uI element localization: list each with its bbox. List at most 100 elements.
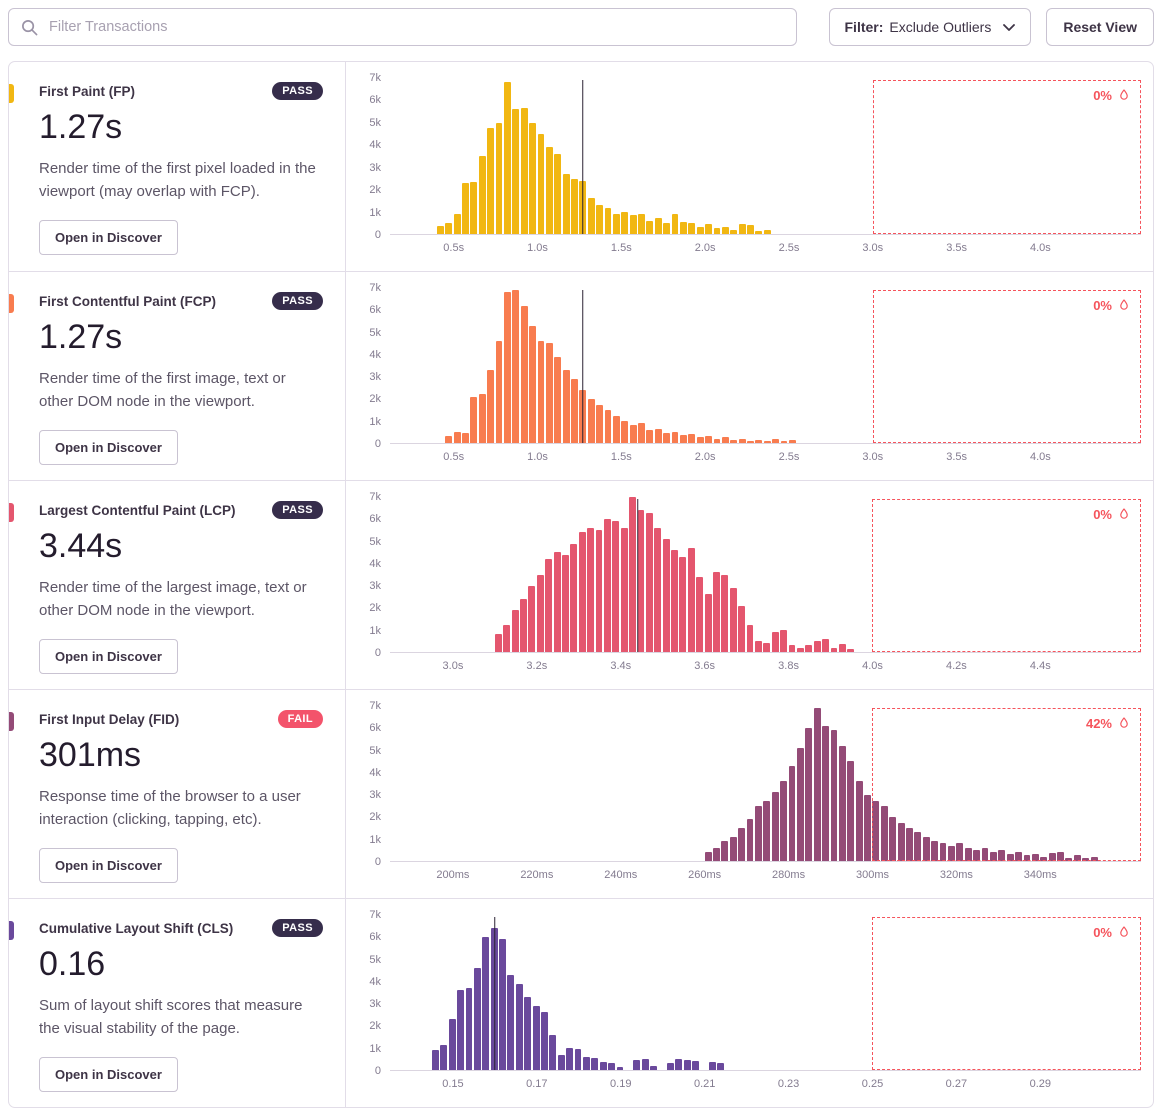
histogram-bar <box>646 220 654 234</box>
open-in-discover-button[interactable]: Open in Discover <box>39 219 178 255</box>
open-in-discover-button[interactable]: Open in Discover <box>39 429 178 465</box>
histogram-bar <box>1065 857 1073 861</box>
outlier-percentage: 42% <box>1086 716 1131 731</box>
vital-card-first-input-delay: First Input Delay (FID) FAIL 301ms Respo… <box>9 689 1153 898</box>
vital-histogram: 0 1k 2k 3k 4k 5k 6k 7k 0.15 0.17 0.19 0.21 0.23 0.25… <box>346 899 1153 1107</box>
vital-color-chip <box>9 294 14 313</box>
histogram-bar <box>696 437 704 443</box>
histogram-bar <box>1057 852 1064 861</box>
x-axis-label: 1.5s <box>610 451 632 463</box>
open-in-discover-button[interactable]: Open in Discover <box>39 638 178 674</box>
histogram-bar <box>532 1005 540 1070</box>
vital-summary: First Input Delay (FID) FAIL 301ms Respo… <box>9 690 346 898</box>
open-in-discover-button[interactable]: Open in Discover <box>39 1056 178 1092</box>
y-axis-label: 0 <box>374 647 381 659</box>
x-axis-label: 0.25 <box>861 1078 884 1090</box>
histogram-bar <box>604 208 612 234</box>
histogram-bar <box>482 937 490 1070</box>
histogram-bar <box>587 198 595 234</box>
y-axis-label: 7k <box>369 909 381 921</box>
histogram-bar <box>582 1056 590 1070</box>
histogram-bar <box>646 429 654 443</box>
histogram-bar <box>663 222 671 234</box>
x-axis-label: 3.2s <box>526 660 548 672</box>
histogram-bar <box>738 438 746 443</box>
filter-dropdown-button[interactable]: Filter: Exclude Outliers <box>828 8 1032 46</box>
vital-description: Render time of the largest image, text o… <box>39 579 307 620</box>
y-axis-label: 2k <box>369 811 381 824</box>
x-axis-label: 0.23 <box>777 1078 800 1090</box>
vital-description: Sum of layout shift scores that measure … <box>39 997 303 1038</box>
histogram-bar <box>503 82 511 234</box>
histogram-bar <box>662 539 670 652</box>
histogram-bar <box>738 827 746 861</box>
histogram-bar <box>788 439 796 443</box>
histogram-bar <box>529 122 536 234</box>
vital-title: Largest Contentful Paint (LCP) <box>39 502 236 518</box>
vital-histogram: 0 1k 2k 3k 4k 5k 6k 7k 3.0s 3.2s 3.4s 3.6s 3.8s 4.0s… <box>346 481 1153 689</box>
vital-histogram: 0 1k 2k 3k 4k 5k 6k 7k 200ms 220ms 240ms 260ms 280m… <box>346 690 1153 898</box>
histogram-bar <box>805 645 813 652</box>
search-input[interactable] <box>47 18 784 36</box>
histogram-bar <box>688 434 696 443</box>
x-axis-label: 0.27 <box>945 1078 968 1090</box>
histogram-bar <box>692 1061 699 1070</box>
histogram-bar <box>608 1063 616 1070</box>
vital-value: 1.27s <box>39 108 123 146</box>
x-axis-label: 4.0s <box>1030 451 1051 463</box>
histogram-bar <box>747 440 754 443</box>
y-axis-label: 2k <box>369 184 381 197</box>
histogram-bar <box>629 497 637 652</box>
histogram-bar <box>788 645 796 652</box>
y-axis-label: 1k <box>369 206 381 219</box>
open-in-discover-button[interactable]: Open in Discover <box>39 847 178 883</box>
x-axis-label: 3.0s <box>862 451 884 463</box>
histogram-plot: 0.5s 1.0s 1.5s 2.0s 2.5s 3.0s 3.5s 4.0s 0% <box>390 78 1141 254</box>
histogram-bar <box>511 609 519 652</box>
y-axis-label: 1k <box>369 415 381 428</box>
x-axis-label: 0.21 <box>693 1078 716 1090</box>
outlier-percentage: 0% <box>1093 88 1131 103</box>
y-axis-label: 6k <box>369 304 381 317</box>
histogram-bar <box>557 1054 565 1070</box>
transaction-search[interactable] <box>8 8 797 46</box>
histogram-bar <box>470 181 478 234</box>
outlier-region: 0% <box>872 917 1141 1070</box>
histogram-bar <box>746 818 754 861</box>
histogram-bar <box>973 849 981 861</box>
vital-summary: Cumulative Layout Shift (CLS) PASS 0.16 … <box>9 899 346 1107</box>
histogram-bar <box>1015 852 1022 861</box>
y-axis-label: 4k <box>369 348 381 361</box>
histogram-bar <box>603 519 611 652</box>
outlier-percentage: 0% <box>1093 298 1131 313</box>
vital-color-chip <box>9 712 14 731</box>
histogram-bar <box>746 625 754 652</box>
histogram-bar <box>688 222 696 234</box>
histogram-bar <box>545 147 553 234</box>
reset-view-button[interactable]: Reset View <box>1046 8 1154 46</box>
vital-value: 1.27s <box>39 318 123 356</box>
histogram-bar <box>587 398 595 443</box>
histogram-bar <box>621 420 629 443</box>
histogram-bar <box>713 438 721 443</box>
histogram-bar <box>473 968 481 1070</box>
histogram-bar <box>562 554 569 652</box>
histogram-bar <box>515 983 523 1070</box>
y-axis-label: 5k <box>369 116 381 129</box>
histogram-bar <box>721 227 729 234</box>
histogram-bar <box>906 827 913 861</box>
y-axis-label: 2k <box>369 1020 381 1033</box>
y-axis-label: 3k <box>369 789 381 802</box>
x-axis-label: 3.8s <box>778 660 799 672</box>
histogram-bar <box>654 218 662 234</box>
histogram-bar <box>721 841 729 861</box>
y-axis-label: 4k <box>369 139 381 152</box>
histogram-bar <box>1040 856 1048 861</box>
histogram-bar <box>729 836 737 861</box>
histogram-bar <box>654 428 662 443</box>
histogram-bar <box>612 416 620 443</box>
vital-description: Response time of the browser to a user i… <box>39 788 301 829</box>
y-axis: 0 1k 2k 3k 4k 5k 6k 7k <box>352 491 390 659</box>
histogram-bar <box>730 229 738 234</box>
histogram-bar <box>571 179 578 234</box>
